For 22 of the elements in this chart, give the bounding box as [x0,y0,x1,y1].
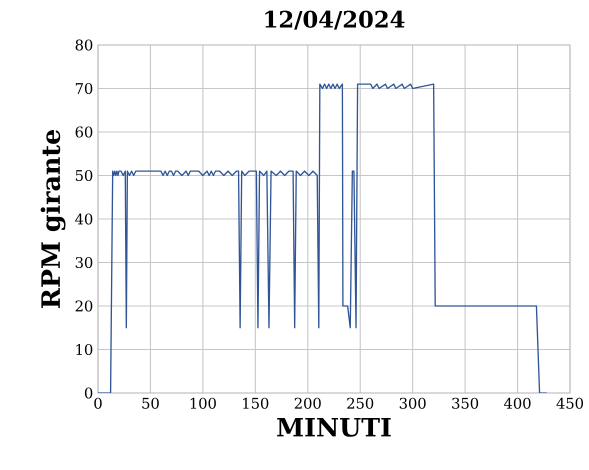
chart-title: 12/04/2024 [265,10,404,30]
y-tick-label: 0 [84,387,92,399]
x-tick-label: 50 [142,398,159,409]
x-tick-label: 0 [94,398,102,409]
x-tick-label: 300 [400,398,426,409]
y-tick-label: 70 [76,82,92,94]
y-tick-label: 30 [76,256,92,268]
y-tick-label: 60 [76,126,92,138]
y-tick-label: 10 [76,344,92,356]
x-tick-label: 200 [294,398,321,409]
y-tick-label: 80 [76,39,92,51]
x-tick-label: 150 [243,398,268,409]
y-tick-label: 40 [75,213,92,225]
y-tick-label: 50 [76,170,92,182]
x-tick-label: 100 [190,398,216,409]
y-axis-title: RPM girante [40,130,66,308]
x-tick-label: 350 [452,398,478,409]
x-tick-label: 250 [347,398,374,409]
y-tick-label: 20 [76,300,92,312]
x-axis-title: MINUTI [277,418,391,437]
x-tick-label: 450 [556,398,583,409]
x-tick-label: 400 [504,398,531,409]
